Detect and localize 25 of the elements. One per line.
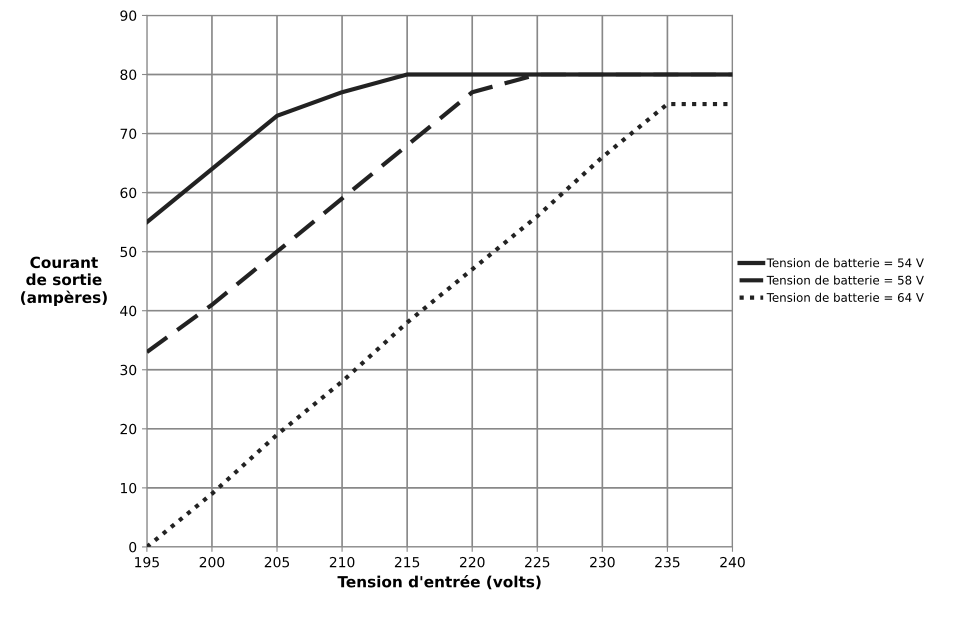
y-tick-label: 50 [120, 246, 136, 258]
legend-label: Tension de batterie = 58 V [766, 275, 924, 285]
x-tick-label: 220 [460, 556, 485, 568]
legend-label: Tension de batterie = 64 V [766, 292, 924, 302]
y-tick-label: 20 [120, 424, 136, 434]
y-tick-label: 40 [120, 306, 136, 316]
y-tick-label: 70 [120, 128, 136, 140]
x-tick-label: 240 [720, 556, 745, 568]
x-axis-title: Tension d'entrée (volts) [338, 575, 541, 590]
x-tick-label: 210 [330, 556, 354, 568]
y-axis-title: Courant de sortie (ampères) [21, 256, 107, 306]
y-tick-label: 90 [120, 10, 136, 21]
y-tick-label: 80 [120, 69, 136, 80]
x-tick-label: 215 [394, 556, 420, 568]
x-tick-label: 230 [590, 556, 615, 568]
x-tick-label: 195 [135, 556, 159, 568]
y-tick-label: 10 [121, 482, 136, 494]
x-tick-label: 235 [655, 556, 680, 568]
x-tick-label: 200 [200, 556, 224, 568]
x-tick-label: 225 [525, 556, 550, 568]
y-tick-label: 0 [129, 542, 136, 552]
x-tick-label: 205 [264, 556, 290, 568]
legend-label: Tension de batterie = 54 V [766, 258, 924, 268]
y-tick-label: 30 [120, 364, 136, 376]
y-tick-label: 60 [120, 188, 136, 198]
